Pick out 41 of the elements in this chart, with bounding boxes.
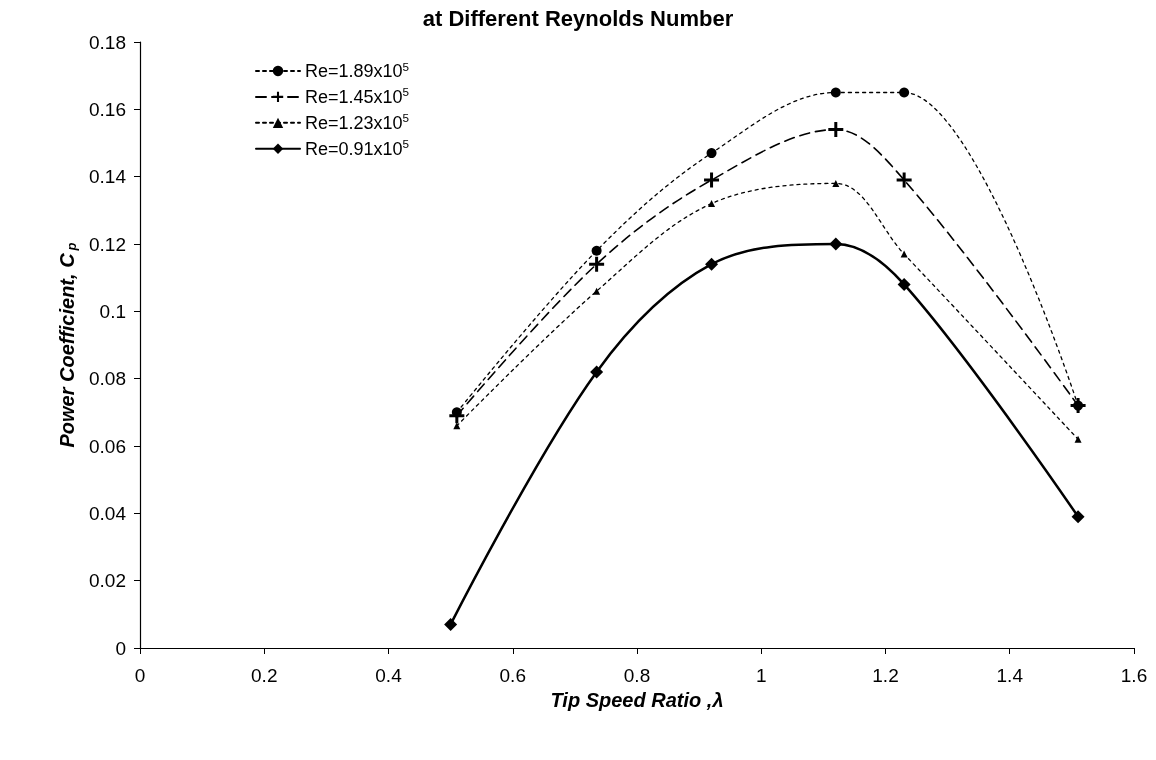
point — [896, 172, 912, 188]
point — [593, 287, 601, 295]
y-tick-label: 0.18 — [89, 31, 126, 53]
x-tick-label: 0 — [134, 665, 146, 686]
y-tick-label: 0.14 — [89, 166, 127, 188]
point — [828, 122, 844, 138]
y-axis-title: Power Coefficient, Cp — [55, 242, 79, 448]
y-tick-label: 0.06 — [89, 435, 126, 457]
x-tick-label: 0.4 — [375, 665, 403, 686]
point — [899, 87, 910, 98]
point — [706, 148, 717, 159]
point — [830, 87, 841, 98]
x-tick-label: 1.2 — [872, 665, 899, 686]
point — [829, 237, 843, 251]
point — [444, 617, 458, 631]
point — [589, 256, 605, 272]
x-tick-label: 0.8 — [623, 665, 651, 686]
x-tick-label: 1 — [755, 665, 767, 686]
x-tick-label: 1.6 — [1120, 665, 1148, 686]
x-axis-title: Tip Speed Ratio ,λ — [550, 689, 724, 711]
y-tick-label: 0.1 — [99, 300, 126, 322]
y-tick-label: 0.16 — [89, 98, 126, 120]
y-tick-label: 0.04 — [89, 502, 127, 524]
y-tick-label: 0.02 — [89, 570, 126, 592]
x-tick-label: 0.6 — [499, 665, 526, 686]
y-tick-label: 0.08 — [89, 368, 126, 390]
y-tick-label: 0.12 — [89, 233, 126, 255]
point — [590, 365, 604, 379]
point — [897, 277, 911, 291]
point — [1071, 510, 1085, 524]
chart-title: at Different Reynolds Number — [422, 5, 734, 31]
point — [1074, 435, 1082, 443]
point — [591, 245, 602, 256]
y-tick-label: 0 — [115, 637, 126, 659]
point — [708, 200, 716, 208]
point — [704, 172, 720, 188]
point — [900, 250, 908, 258]
x-tick-label: 0.2 — [251, 665, 278, 686]
point — [832, 179, 840, 187]
x-tick-label: 1.4 — [996, 665, 1024, 686]
point — [705, 257, 719, 271]
